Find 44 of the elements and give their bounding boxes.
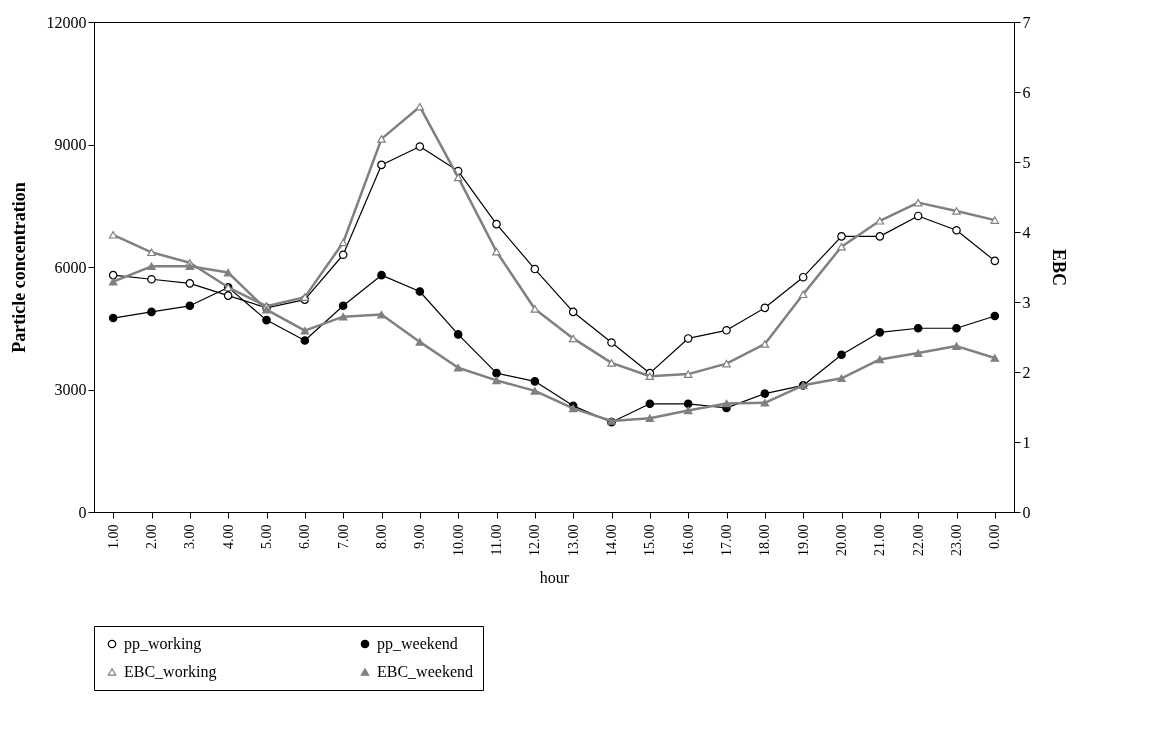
- y-axis-title: Particle concentration: [8, 182, 29, 353]
- y2-tick-label: 2: [1022, 363, 1031, 381]
- x-tick-label: 1.00: [105, 524, 121, 549]
- x-tick-label: 15.00: [642, 524, 658, 556]
- y2-tick-label: 3: [1022, 293, 1031, 311]
- y-tick-label: 3000: [54, 381, 87, 398]
- x-tick-label: 13.00: [565, 524, 581, 556]
- x-tick-label: 19.00: [795, 524, 811, 556]
- x-tick-label: 0.00: [987, 524, 1003, 549]
- x-tick-label: 14.00: [604, 524, 619, 556]
- x-tick-label: 18.00: [757, 524, 773, 556]
- y2-tick-label: 5: [1022, 153, 1031, 171]
- x-tick-label: 9.00: [412, 524, 428, 549]
- y2-tick-label: 4: [1022, 223, 1031, 241]
- x-tick-label: 10.00: [450, 524, 466, 556]
- y-tick-label: 9000: [54, 136, 87, 153]
- y-tick-label: 6000: [54, 258, 87, 276]
- x-tick-label: 17.00: [719, 524, 734, 556]
- legend-label: EBC_working: [124, 663, 217, 681]
- x-tick-label: 2.00: [144, 524, 159, 549]
- y2-axis-title: EBC: [1048, 248, 1069, 287]
- x-axis-title: hour: [539, 569, 570, 586]
- x-tick-label: 6.00: [297, 524, 313, 549]
- x-tick-label: 21.00: [872, 524, 888, 556]
- x-tick-label: 4.00: [220, 524, 236, 549]
- x-tick-label: 23.00: [949, 524, 964, 556]
- x-tick-label: 5.00: [259, 524, 274, 549]
- x-tick-label: 8.00: [374, 524, 389, 549]
- y2-tick-label: 7: [1022, 13, 1031, 31]
- y2-tick-label: 0: [1022, 503, 1031, 521]
- x-tick-label: 16.00: [680, 524, 696, 556]
- x-tick-label: 22.00: [910, 524, 926, 556]
- x-tick-label: 7.00: [335, 524, 351, 549]
- legend-label: pp_weekend: [377, 635, 458, 653]
- x-tick-label: 11.00: [489, 524, 504, 556]
- y-tick-label: 12000: [46, 13, 87, 31]
- x-tick-label: 12.00: [527, 524, 543, 556]
- y2-tick-label: 6: [1022, 83, 1031, 101]
- y-tick-label: 0: [78, 503, 87, 521]
- y2-tick-label: 1: [1022, 433, 1031, 451]
- legend-label: EBC_weekend: [377, 663, 473, 680]
- x-tick-label: 3.00: [182, 524, 198, 549]
- x-tick-label: 20.00: [834, 524, 849, 556]
- legend-label: pp_working: [124, 635, 202, 653]
